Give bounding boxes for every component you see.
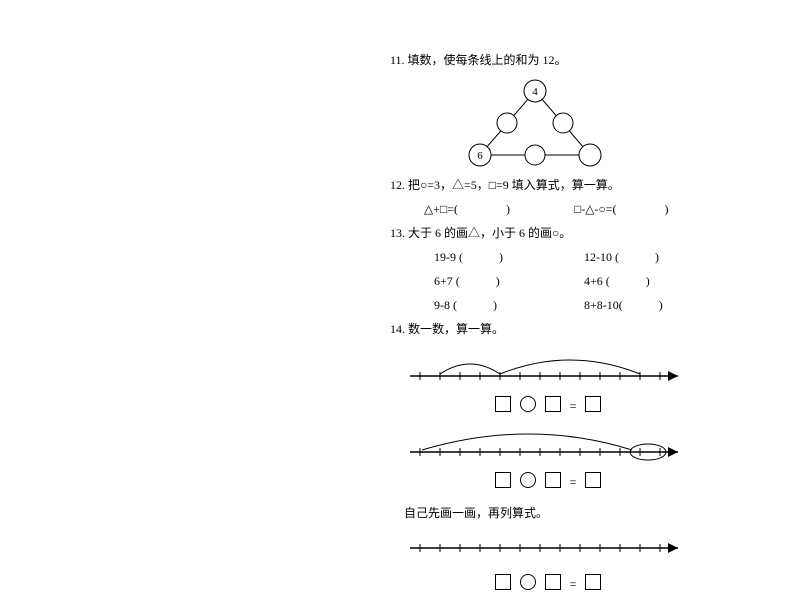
triangle-diagram: 4 6 [450, 75, 620, 170]
square-box [495, 396, 511, 412]
square-box [495, 574, 511, 590]
q12-expr-b: □-△-○=( ) [574, 200, 668, 218]
q14-sub-prompt: 自己先画一画，再列算式。 [404, 504, 750, 522]
square-box [495, 472, 511, 488]
q12-prompt: 12. 把○=3，△=5，□=9 填入算式，算一算。 [390, 176, 750, 194]
q13-row-3: 9-8 ( ) 8+8-10( ) [434, 296, 750, 314]
triangle-bl-value: 6 [477, 150, 483, 162]
q13-prompt: 13. 大于 6 的画△，小于 6 的画○。 [390, 224, 750, 242]
numline-1 [400, 344, 750, 392]
operator-circle [520, 396, 536, 412]
numline-2 [400, 420, 750, 468]
expr-row-3: = [408, 574, 688, 592]
square-box [585, 472, 601, 488]
operator-circle [520, 574, 536, 590]
q14-prompt: 14. 数一数，算一算。 [390, 320, 750, 338]
expr-row-2: = [408, 472, 688, 490]
numline-3 [400, 534, 750, 564]
square-box [585, 396, 601, 412]
square-box [585, 574, 601, 590]
operator-circle [520, 472, 536, 488]
expr-row-1: = [408, 396, 688, 414]
q12-expr-a: △+□=( ) [424, 200, 574, 218]
q11-figure: 4 6 [450, 75, 750, 170]
q11-prompt: 11. 填数，使每条线上的和为 12。 [390, 51, 750, 69]
q13-row-1: 19-9 ( ) 12-10 ( ) [434, 248, 750, 266]
square-box [545, 574, 561, 590]
square-box [545, 472, 561, 488]
q13-row-2: 6+7 ( ) 4+6 ( ) [434, 272, 750, 290]
square-box [545, 396, 561, 412]
worksheet-page: 11. 填数，使每条线上的和为 12。 4 6 12. 把○=3，△=5，□=9… [390, 45, 750, 598]
q12-expressions: △+□=( ) □-△-○=( ) [424, 200, 750, 218]
triangle-top-value: 4 [532, 86, 538, 98]
